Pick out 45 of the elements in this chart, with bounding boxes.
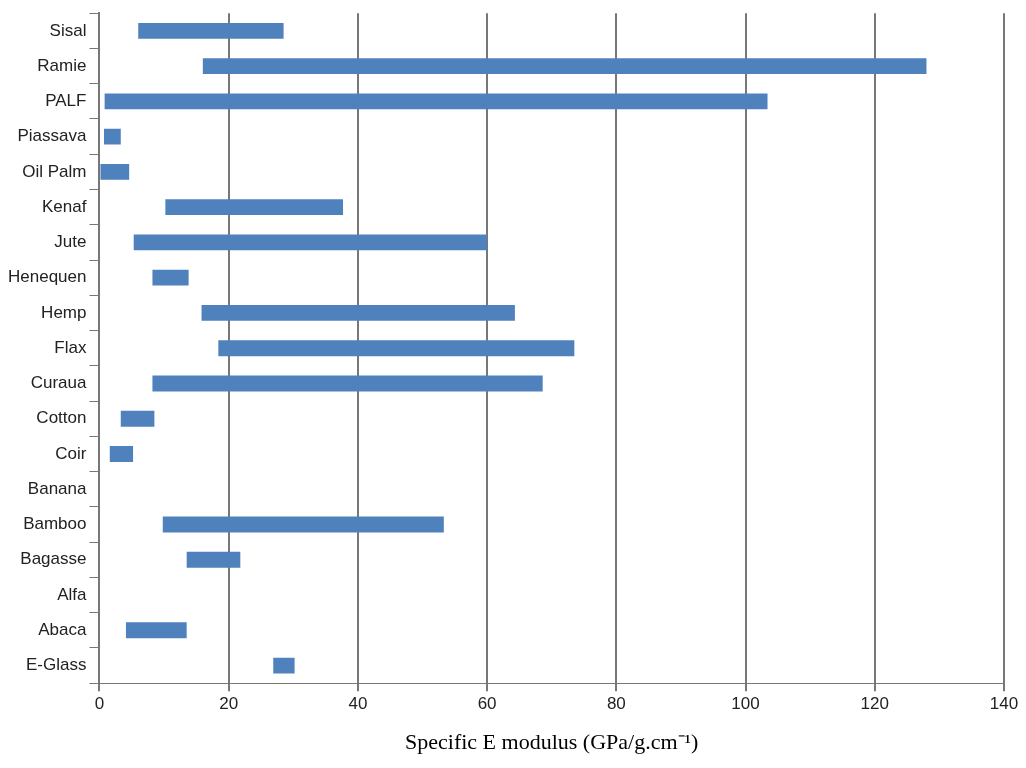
bar bbox=[103, 128, 121, 145]
bar bbox=[186, 551, 241, 568]
x-axis-title: Specific E modulus (GPa/g.cm⁻¹) bbox=[405, 728, 699, 754]
bar bbox=[165, 199, 344, 216]
y-tick-label: Bamboo bbox=[23, 514, 87, 534]
x-tick-label: 20 bbox=[219, 694, 239, 714]
y-tick-label: Henequen bbox=[7, 267, 87, 287]
bar bbox=[201, 305, 515, 321]
bar bbox=[109, 446, 134, 462]
y-tick-label: Coir bbox=[55, 443, 87, 463]
y-tick-label: Abaca bbox=[38, 619, 87, 639]
y-tick-label: Sisal bbox=[49, 20, 87, 40]
x-tick-label: 80 bbox=[606, 694, 626, 714]
bar bbox=[162, 516, 444, 533]
bar bbox=[152, 269, 189, 286]
bar bbox=[125, 622, 187, 639]
bar bbox=[152, 375, 543, 392]
bar bbox=[120, 410, 155, 427]
x-tick-label: 140 bbox=[989, 694, 1019, 714]
y-tick-label: Curaua bbox=[30, 373, 87, 393]
x-tick-label: 100 bbox=[731, 694, 760, 714]
y-tick-label: Bagasse bbox=[20, 549, 87, 569]
y-tick-label: E-Glass bbox=[25, 655, 87, 675]
y-tick-label: Jute bbox=[54, 232, 87, 252]
x-tick-label: 120 bbox=[860, 694, 889, 714]
bar bbox=[202, 58, 927, 75]
y-tick-label: Oil Palm bbox=[22, 161, 87, 181]
y-tick-label: Kenaf bbox=[42, 196, 87, 216]
y-tick-label: Cotton bbox=[36, 408, 87, 428]
bar bbox=[273, 657, 295, 674]
y-tick-label: PALF bbox=[45, 91, 87, 111]
x-tick-label: 60 bbox=[477, 694, 497, 714]
y-tick-label: Banana bbox=[27, 478, 87, 498]
y-tick-label: Hemp bbox=[41, 302, 87, 322]
y-tick-label: Alfa bbox=[57, 584, 87, 604]
bar bbox=[104, 93, 768, 110]
y-tick-label: Flax bbox=[54, 337, 87, 357]
x-tick-label: 0 bbox=[94, 694, 105, 714]
y-tick-label: Piassava bbox=[17, 126, 87, 146]
y-tick-label: Ramie bbox=[37, 55, 87, 75]
bar bbox=[138, 22, 284, 39]
x-tick-label: 40 bbox=[348, 694, 368, 714]
bar bbox=[218, 340, 575, 357]
bar bbox=[133, 234, 488, 251]
bar bbox=[100, 163, 130, 180]
